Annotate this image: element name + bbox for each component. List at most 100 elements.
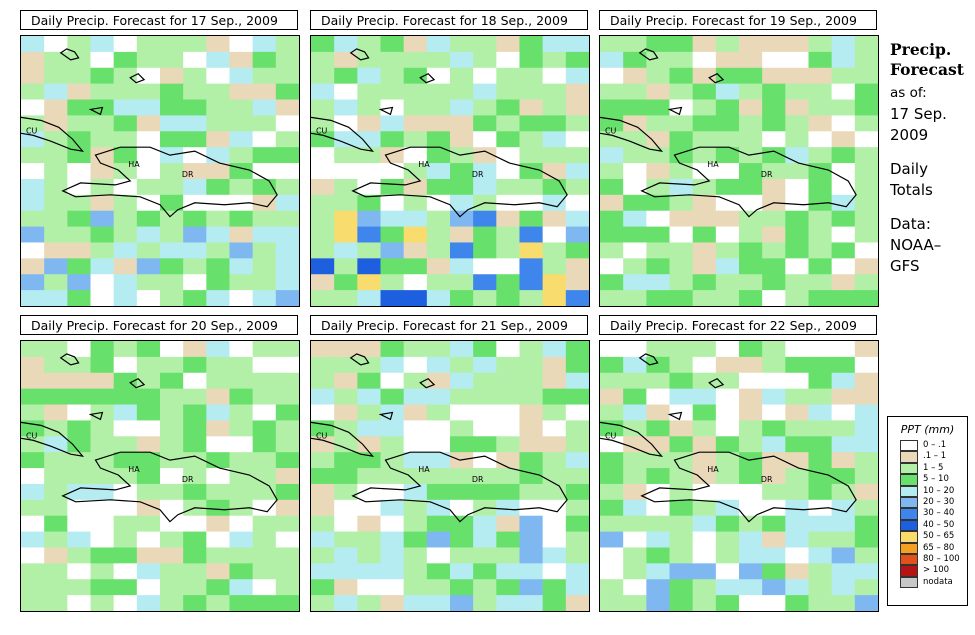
precip-cell <box>600 388 624 406</box>
precip-grid-svg: CU HA DR <box>21 341 299 611</box>
precip-cell <box>21 51 45 69</box>
precip-cell <box>426 36 451 53</box>
precip-cell <box>426 163 451 180</box>
precip-cell <box>160 420 184 437</box>
island-outline <box>88 106 104 116</box>
precip-cell <box>854 595 878 611</box>
precip-cell <box>160 499 184 517</box>
legend-item: 20 – 30 <box>888 496 967 509</box>
precip-cell <box>44 483 68 501</box>
precip-cell <box>380 420 405 437</box>
precip-cell <box>623 436 647 453</box>
precip-cell <box>473 515 497 533</box>
precip-cell <box>831 210 856 228</box>
precip-cell <box>565 468 589 485</box>
precip-cell <box>426 404 451 422</box>
precip-cell <box>380 210 405 228</box>
precip-cell <box>600 51 624 69</box>
precip-cell <box>21 499 45 517</box>
precip-cell <box>623 290 647 306</box>
precip-cell <box>519 372 544 390</box>
precip-cell <box>334 290 358 306</box>
precip-cell <box>739 372 763 390</box>
precip-cell <box>565 194 589 212</box>
precip-cell <box>160 404 184 422</box>
precip-cell <box>646 163 671 180</box>
precip-cell <box>426 51 451 69</box>
precip-cell <box>136 388 161 406</box>
precip-cell <box>380 36 405 53</box>
precip-cell <box>600 258 624 275</box>
precip-cell <box>160 242 184 259</box>
precip-cell <box>44 131 68 148</box>
precip-cell <box>450 163 474 180</box>
precip-cell <box>808 515 833 533</box>
precip-cell <box>692 115 717 132</box>
precip-cell <box>334 194 358 212</box>
legend-label: > 100 <box>923 565 950 576</box>
precip-cell <box>519 452 544 469</box>
precip-cell <box>692 452 717 469</box>
precip-cell <box>21 194 45 212</box>
precip-cell <box>785 210 810 228</box>
precip-cell <box>426 436 451 453</box>
precip-cell <box>357 83 382 101</box>
precip-cell <box>739 579 763 596</box>
precip-cell <box>183 36 207 53</box>
precip-cell <box>206 83 231 101</box>
precip-cell <box>44 420 68 437</box>
precip-cell <box>183 258 207 275</box>
precip-cell <box>21 579 45 596</box>
precip-cell <box>311 83 335 101</box>
precip-cell <box>496 499 521 517</box>
label-cuba: CU <box>605 126 617 135</box>
precip-cell <box>565 452 589 469</box>
precip-cell <box>380 531 405 549</box>
precip-cell <box>785 274 810 291</box>
precip-cell <box>762 147 786 164</box>
precip-cell <box>229 483 254 501</box>
precip-cell <box>715 131 740 148</box>
precip-cell <box>160 372 184 390</box>
precip-cell <box>808 242 833 259</box>
precip-cell <box>600 67 624 85</box>
precip-cell <box>542 452 567 469</box>
precip-cell <box>646 83 671 101</box>
precip-cell <box>600 452 624 469</box>
precip-cell <box>21 242 45 259</box>
precip-cell <box>403 51 428 69</box>
precip-cell <box>113 531 138 549</box>
precip-cell <box>808 131 833 148</box>
precip-cell <box>183 131 207 148</box>
precip-cell <box>160 210 184 228</box>
precip-cell <box>90 274 115 291</box>
precip-cell <box>623 194 647 212</box>
precip-cell <box>519 436 544 453</box>
precip-cell <box>44 194 68 212</box>
precip-cell <box>183 341 207 358</box>
precip-cell <box>450 178 474 196</box>
precip-cell <box>646 515 671 533</box>
precip-cell <box>473 341 497 358</box>
precip-cell <box>252 436 277 453</box>
precip-cell <box>44 115 68 132</box>
precip-cell <box>600 163 624 180</box>
precip-cell <box>646 579 671 596</box>
precip-cell <box>113 547 138 564</box>
precip-cell <box>739 258 763 275</box>
precip-cell <box>669 226 694 244</box>
precip-cell <box>473 388 497 406</box>
precip-cell <box>739 468 763 485</box>
precip-cell <box>646 67 671 85</box>
precip-grid-svg: CU HA DR <box>600 36 878 306</box>
precip-cell <box>403 356 428 374</box>
precip-cell <box>21 483 45 501</box>
precip-cell <box>762 468 786 485</box>
precip-cell <box>67 67 92 85</box>
precip-cell <box>252 131 277 148</box>
precip-cell <box>275 290 299 306</box>
precip-cell <box>808 67 833 85</box>
precip-cell <box>252 595 277 611</box>
precip-cell <box>808 99 833 117</box>
precip-cell <box>67 242 92 259</box>
